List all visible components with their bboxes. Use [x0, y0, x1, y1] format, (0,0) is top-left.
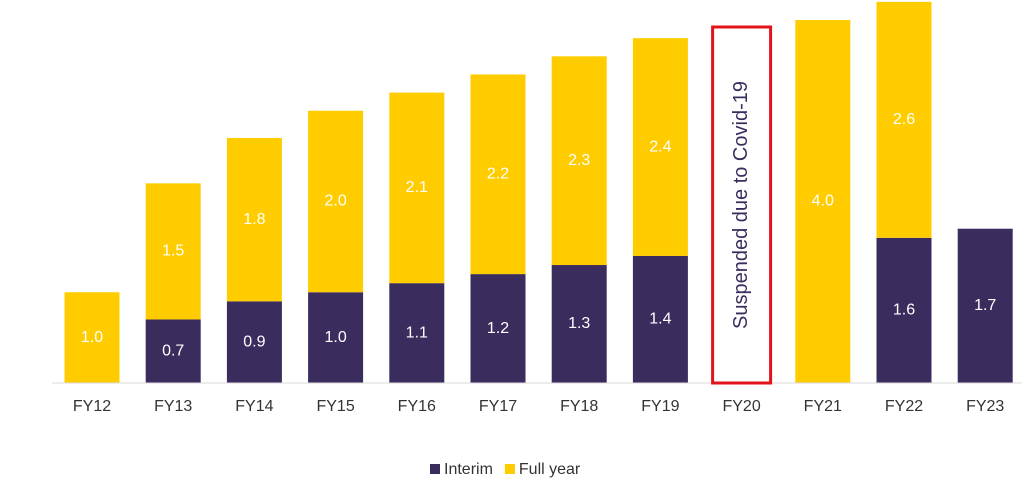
value-label: 1.8	[243, 211, 265, 228]
bar-segment	[308, 292, 364, 383]
bar-segment	[226, 137, 282, 302]
bar-segment	[795, 20, 851, 383]
legend-swatch	[504, 464, 515, 474]
x-tick-label: FY13	[154, 398, 192, 415]
x-tick-label: FY23	[966, 398, 1004, 415]
legend-swatch	[430, 464, 440, 474]
value-label: 4.0	[812, 193, 834, 210]
value-label: 1.0	[81, 329, 103, 346]
x-tick-label: FY18	[560, 398, 598, 415]
x-tick-label: FY17	[479, 398, 517, 415]
x-tick-label: FY19	[641, 398, 679, 415]
bar-segment	[876, 237, 932, 383]
value-label: 1.5	[162, 243, 184, 260]
value-label: 2.3	[568, 152, 590, 169]
value-label: 1.2	[487, 320, 509, 337]
x-tick-label: FY20	[722, 398, 760, 415]
value-label: 2.1	[406, 179, 428, 196]
bar-segment	[957, 228, 1013, 383]
bar-segment	[470, 274, 526, 383]
annotation: Suspended due to Covid-19	[730, 81, 752, 329]
bar-segment	[308, 110, 364, 293]
value-label: 0.9	[243, 333, 265, 350]
value-label: 1.7	[974, 297, 996, 314]
x-tick-label: FY21	[804, 398, 842, 415]
bar-segment	[389, 92, 445, 284]
value-label: 1.1	[406, 324, 428, 341]
x-tick-label: FY15	[316, 398, 354, 415]
value-label: 1.4	[649, 311, 671, 328]
bar-segment	[389, 283, 445, 383]
annotation-box	[711, 25, 773, 385]
bar-segment	[470, 74, 526, 275]
value-label: 1.6	[893, 302, 915, 319]
bar-segment	[145, 183, 201, 320]
bar-segment	[632, 255, 688, 383]
bar-segment	[226, 301, 282, 383]
value-label: 2.0	[324, 193, 346, 210]
bar-segment	[551, 265, 607, 383]
value-label: 2.2	[487, 165, 509, 182]
value-label: 0.7	[162, 342, 184, 359]
value-label: 2.4	[649, 138, 671, 155]
bar-segment	[145, 319, 201, 383]
legend-label: Interim	[444, 461, 493, 478]
bar-segment	[64, 292, 120, 383]
x-tick-label: FY22	[885, 398, 923, 415]
bar-segment	[876, 1, 932, 238]
x-tick-label: FY14	[235, 398, 273, 415]
legend-label: Full year	[519, 461, 581, 478]
value-label: 1.0	[324, 329, 346, 346]
value-label: 2.6	[893, 111, 915, 128]
value-label: 1.3	[568, 315, 590, 332]
bar-segment	[551, 56, 607, 266]
bar-segment	[632, 38, 688, 256]
x-tick-label: FY16	[398, 398, 436, 415]
x-tick-label: FY12	[73, 398, 111, 415]
